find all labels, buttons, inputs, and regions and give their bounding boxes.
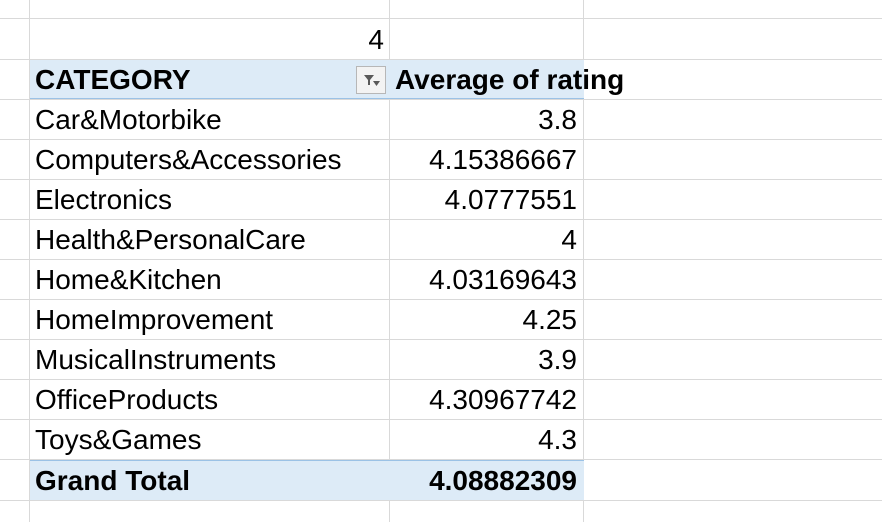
- rating-cell[interactable]: 4.30967742: [429, 384, 577, 415]
- filter-sort-icon: [364, 75, 380, 86]
- rating-cell[interactable]: 4.3: [538, 424, 577, 455]
- row-gridline: [0, 59, 882, 60]
- pivot-row-label-header[interactable]: CATEGORY: [35, 64, 191, 95]
- category-cell[interactable]: Car&Motorbike: [35, 104, 222, 135]
- row-gridline: [0, 219, 882, 220]
- category-cell[interactable]: MusicalInstruments: [35, 344, 277, 375]
- column-gridline: [389, 0, 390, 522]
- row-gridline: [0, 339, 882, 340]
- row-gridline: [0, 179, 882, 180]
- rating-cell[interactable]: 4.25: [522, 304, 578, 335]
- pivot-header-border: [30, 98, 584, 99]
- category-cell[interactable]: Electronics: [35, 184, 172, 215]
- category-cell[interactable]: Home&Kitchen: [35, 264, 222, 295]
- row-gridline: [0, 419, 882, 420]
- grand-total-value[interactable]: 4.08882309: [429, 465, 577, 496]
- filter-dropdown-button[interactable]: [356, 66, 386, 94]
- row-gridline: [0, 18, 882, 19]
- row-gridline: [0, 139, 882, 140]
- category-cell[interactable]: Toys&Games: [35, 424, 202, 455]
- cell-value[interactable]: 4: [368, 24, 384, 55]
- category-cell[interactable]: Health&PersonalCare: [35, 224, 306, 255]
- row-gridline: [0, 259, 882, 260]
- rating-cell[interactable]: 4.15386667: [429, 144, 577, 175]
- category-cell[interactable]: HomeImprovement: [35, 304, 274, 335]
- column-gridline: [583, 0, 584, 522]
- category-cell[interactable]: OfficeProducts: [35, 384, 219, 415]
- pivot-value-header[interactable]: Average of rating: [395, 64, 625, 95]
- rating-cell[interactable]: 4: [561, 224, 577, 255]
- grand-total-border: [30, 460, 584, 461]
- grand-total-fill: [30, 460, 584, 500]
- grand-total-label[interactable]: Grand Total: [35, 465, 191, 496]
- row-gridline: [0, 379, 882, 380]
- column-gridline: [29, 0, 30, 522]
- row-gridline: [0, 500, 882, 501]
- rating-cell[interactable]: 3.8: [538, 104, 577, 135]
- pivot-header-fill: [30, 60, 584, 99]
- row-gridline: [0, 299, 882, 300]
- category-cell[interactable]: Computers&Accessories: [35, 144, 342, 175]
- row-gridline: [0, 459, 882, 460]
- rating-cell[interactable]: 3.9: [538, 344, 577, 375]
- rating-cell[interactable]: 4.0777551: [444, 184, 577, 215]
- rating-cell[interactable]: 4.03169643: [429, 264, 577, 295]
- row-gridline: [0, 99, 882, 100]
